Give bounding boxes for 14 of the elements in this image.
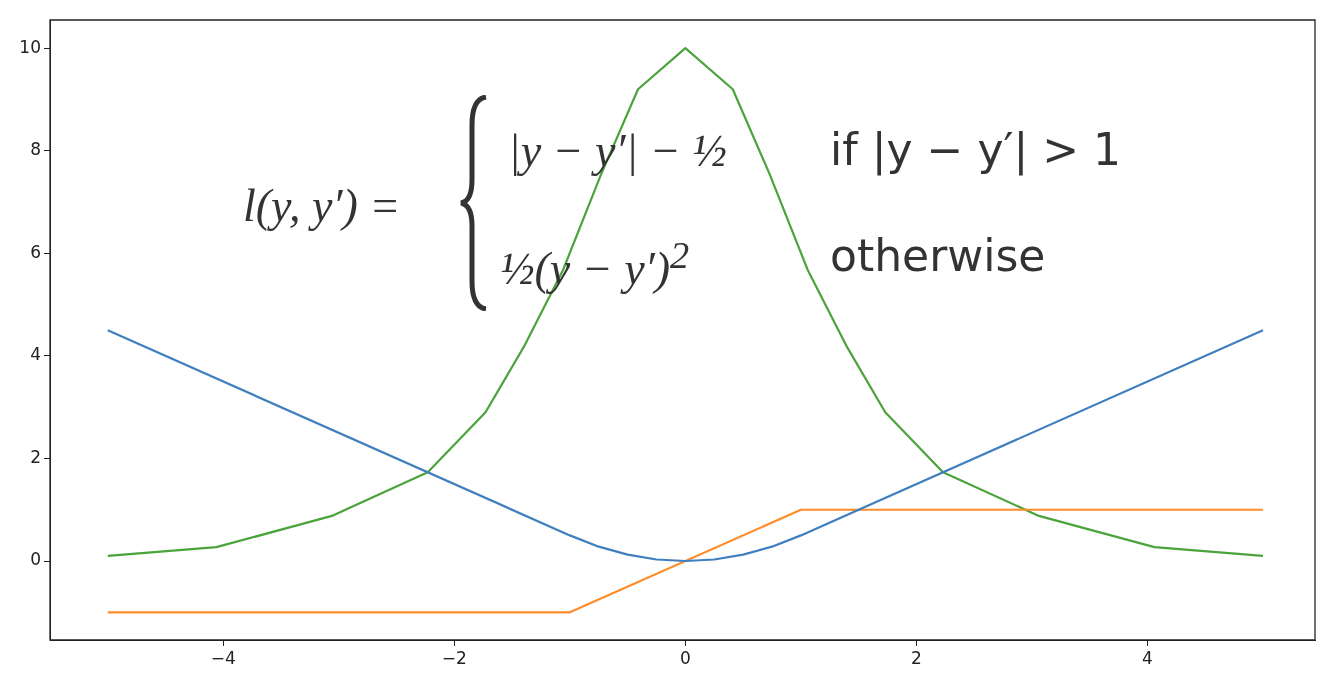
y-tick-label: 0 [30, 549, 41, 570]
annotation: l(y, y′) = [243, 180, 401, 231]
x-tick-label: 4 [1142, 647, 1153, 668]
annotation: otherwise [830, 230, 1046, 281]
y-tick-label: 6 [30, 241, 41, 262]
x-tick-label: 0 [679, 647, 691, 668]
annotation: if |y − y′| > 1 [830, 124, 1122, 175]
y-tick-label: 10 [19, 36, 41, 57]
x-tick-label: −2 [441, 647, 467, 668]
x-tick-label: 2 [911, 647, 922, 668]
y-tick-label: 8 [30, 139, 41, 160]
y-tick-label: 2 [30, 446, 41, 467]
y-tick-label: 4 [30, 344, 41, 365]
x-tick-label: −4 [210, 647, 236, 668]
